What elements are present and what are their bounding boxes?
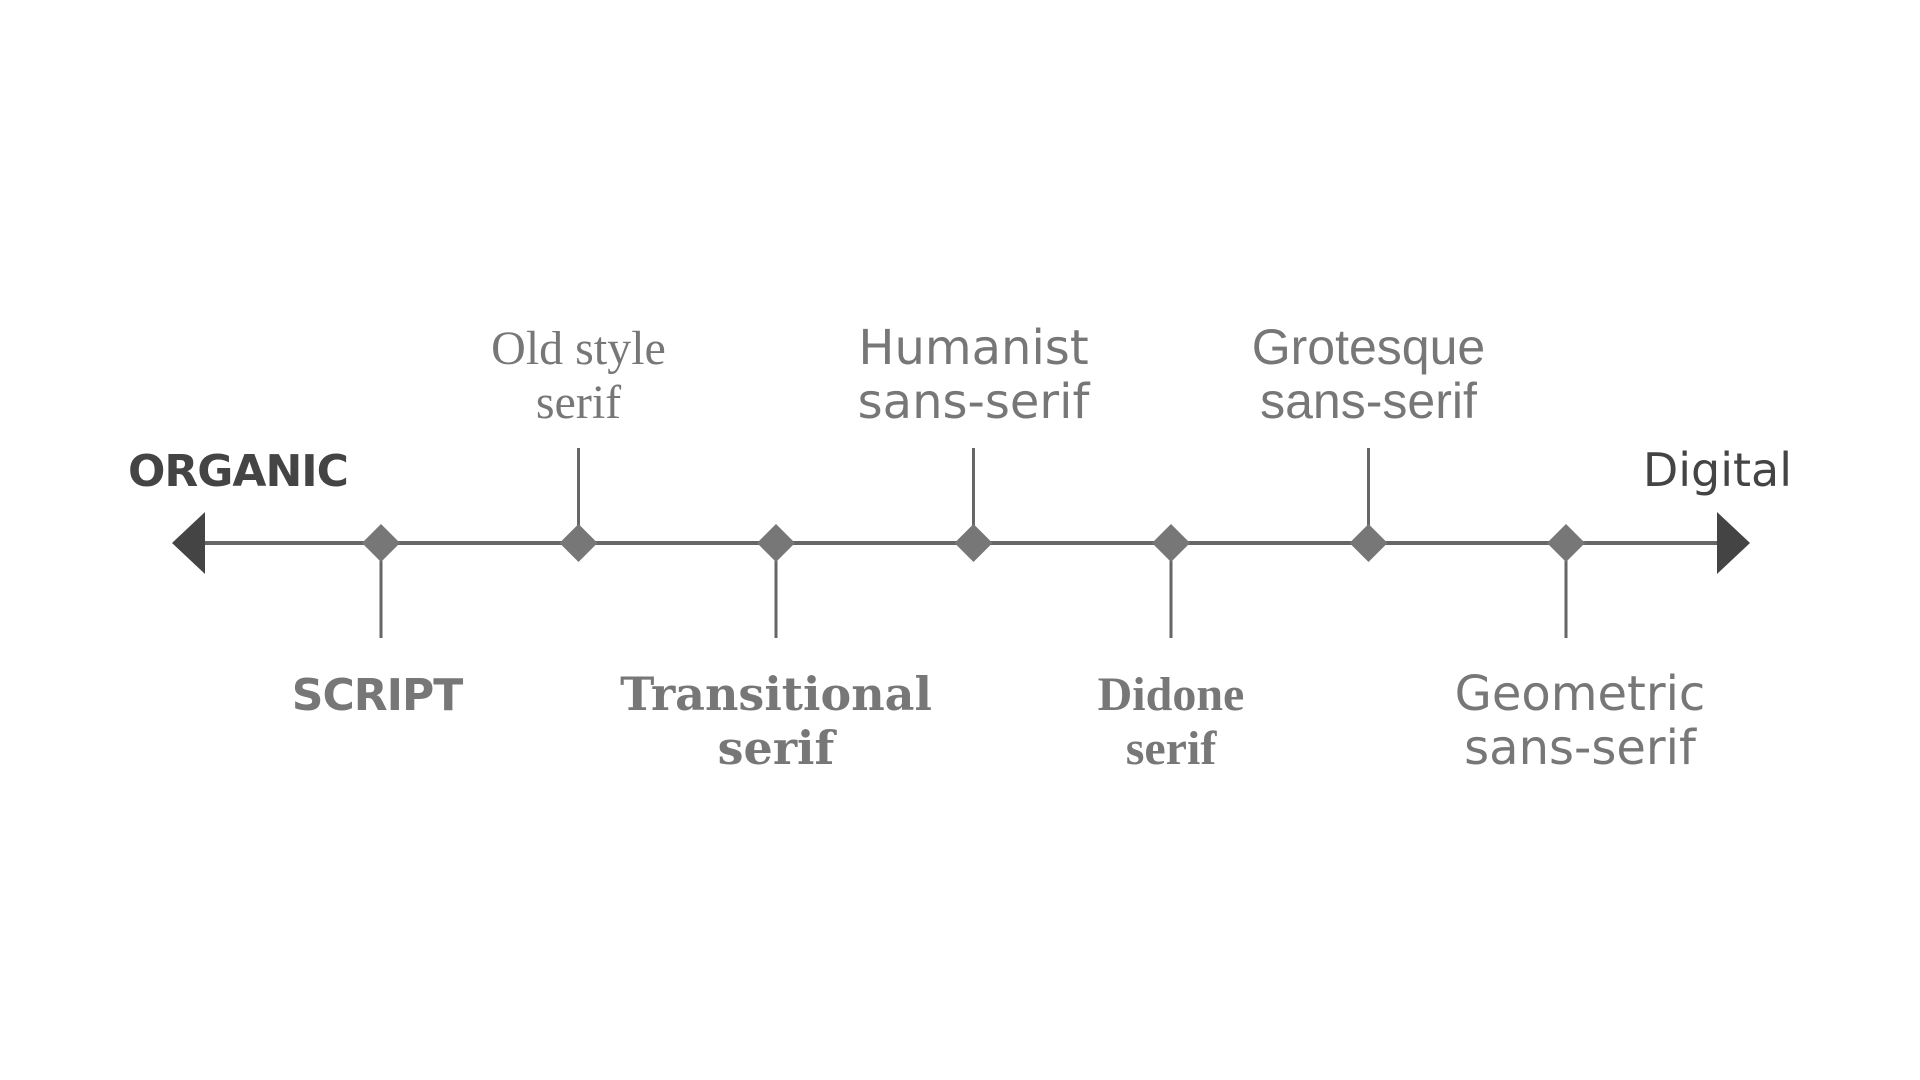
left-arrowhead-icon (172, 512, 205, 574)
marker-diamond-icon (1349, 524, 1388, 562)
marker-diamond-icon (757, 524, 795, 562)
marker-label-grotesque-sans-serif-line-2: sans-serif (1260, 373, 1477, 429)
marker-label-script-line-1: SCRIPT (292, 670, 463, 721)
marker-diamond-icon (559, 524, 598, 562)
marker-label-transitional-serif-line-1: Transitional (620, 667, 932, 721)
marker-label-geometric-sans-serif-line-1: Geometric (1455, 666, 1706, 722)
marker-diamond-icon (1152, 524, 1190, 562)
organic-end-label: ORGANIC (128, 446, 348, 497)
marker-label-humanist-sans-serif-line-2: sans-serif (858, 374, 1091, 430)
marker-diamond-icon (1547, 524, 1585, 562)
marker-label-transitional-serif-line-2: serif (718, 721, 838, 775)
marker-diamond-icon (362, 524, 400, 562)
digital-end-label: Digital (1643, 443, 1792, 497)
right-arrowhead-icon (1717, 512, 1750, 574)
marker-label-geometric-sans-serif-line-2: sans-serif (1464, 720, 1697, 776)
marker-label-humanist-sans-serif-line-1: Humanist (858, 320, 1088, 376)
marker-script: SCRIPT (292, 524, 464, 721)
marker-label-old-style-serif-line-1: Old style (491, 322, 666, 375)
marker-diamond-icon (954, 524, 993, 562)
marker-label-grotesque-sans-serif-line-1: Grotesque (1252, 319, 1485, 375)
marker-label-didone-serif-line-1: Didone (1098, 668, 1245, 721)
marker-label-didone-serif-line-2: serif (1126, 722, 1218, 775)
marker-label-old-style-serif-line-2: serif (536, 376, 621, 429)
